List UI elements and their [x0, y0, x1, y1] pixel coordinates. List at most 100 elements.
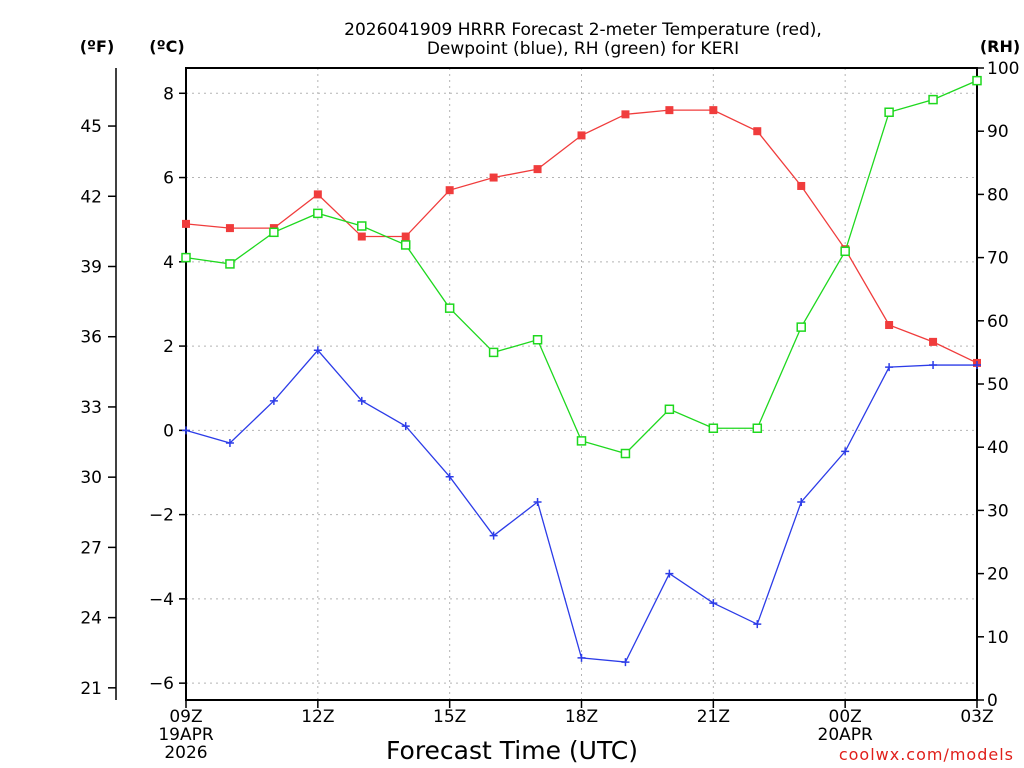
temperature-point [577, 131, 586, 140]
temperature-point [665, 106, 674, 115]
fahrenheit-tick-label: 45 [80, 117, 102, 137]
rh-point [357, 221, 367, 231]
dewpoint-point [401, 422, 410, 431]
time-tick-label: 15Z [433, 707, 466, 727]
time-tick-label: 21Z [697, 707, 730, 727]
temperature-point [709, 106, 718, 115]
dewpoint-point [973, 361, 981, 370]
rh-point [664, 404, 675, 415]
time-tick-label: 18Z [565, 707, 598, 727]
chart-title-line2: Dewpoint (blue), RH (green) for KERI [427, 39, 739, 59]
dewpoint-point [445, 472, 454, 481]
dewpoint-point [489, 531, 498, 540]
temperature-point [401, 232, 410, 241]
rh-point [532, 335, 543, 345]
x-axis-title: Forecast Time (UTC) [386, 736, 638, 765]
temperature-point [533, 165, 542, 174]
rh-point [181, 252, 191, 263]
unit-label-rh: (RH) [980, 37, 1020, 56]
temperature-point [929, 337, 938, 346]
rh-point [400, 240, 411, 250]
time-tick-label: 2026 [164, 743, 207, 763]
time-tick-label: 20APR [818, 725, 874, 745]
rh-point [313, 208, 323, 219]
rh-tick-label: 0 [987, 691, 998, 711]
rh-tick-label: 90 [987, 122, 1009, 142]
dewpoint-point [182, 426, 190, 435]
temperature-point [182, 219, 190, 228]
rh-tick-label: 100 [987, 59, 1019, 79]
temperature-point [489, 173, 498, 182]
rh-point [225, 259, 235, 269]
dewpoint-point [929, 361, 938, 370]
time-tick-label: 09Z [169, 707, 202, 727]
rh-tick-label: 10 [987, 628, 1009, 648]
rh-point [884, 107, 894, 117]
celsius-tick-label: −6 [149, 674, 174, 694]
rh-point [972, 75, 982, 86]
rh-point [444, 303, 455, 313]
unit-label-celsius: (ºC) [149, 37, 184, 56]
rh-tick-label: 50 [987, 375, 1009, 395]
temperature-point [357, 232, 366, 241]
rh-point [269, 227, 279, 238]
dewpoint-point [841, 447, 850, 456]
chart-title-line1: 2026041909 HRRR Forecast 2-meter Tempera… [344, 20, 822, 40]
rh-tick-label: 70 [987, 249, 1009, 269]
rh-point [840, 246, 850, 257]
temperature-point [225, 224, 234, 233]
series-layer [181, 75, 982, 667]
plot-frame [185, 67, 978, 701]
dewpoint-point [577, 653, 586, 662]
rh-tick-label: 80 [987, 185, 1009, 205]
rh-point [620, 448, 631, 459]
time-tick-label: 19APR [158, 725, 214, 745]
dewpoint-point [533, 497, 542, 506]
celsius-tick-label: 8 [163, 84, 174, 104]
temperature-point [753, 127, 762, 136]
rh-point [708, 423, 719, 433]
celsius-tick-label: −2 [149, 506, 174, 526]
temperature-point [885, 321, 894, 330]
rh-point [928, 94, 938, 105]
dewpoint-point [621, 658, 630, 667]
time-tick-label: 00Z [829, 707, 862, 727]
celsius-tick-label: 2 [163, 337, 174, 357]
temperature-point [445, 186, 454, 195]
credit-text: coolwx.com/models [839, 745, 1014, 764]
rh-tick-label: 20 [987, 565, 1009, 585]
dewpoint-point [269, 396, 278, 405]
celsius-tick-label: −4 [149, 590, 174, 610]
rh-point [576, 436, 587, 446]
rh-point [752, 423, 763, 433]
celsius-tick-label: 0 [163, 421, 174, 441]
tick-labels: 45423936333027242186420−2−4−610090807060… [80, 59, 1019, 763]
fahrenheit-tick-label: 27 [80, 538, 102, 558]
fahrenheit-tick-label: 36 [80, 328, 102, 348]
fahrenheit-tick-label: 39 [80, 257, 102, 277]
rh-point [796, 322, 806, 332]
rh-tick-label: 60 [987, 312, 1009, 332]
grid [186, 68, 977, 700]
dewpoint-point [313, 346, 322, 355]
fahrenheit-tick-label: 21 [80, 679, 102, 699]
rh-tick-label: 30 [987, 501, 1009, 521]
temperature-point [797, 181, 806, 190]
fahrenheit-tick-label: 42 [80, 187, 102, 207]
dewpoint-point [797, 497, 806, 506]
temperature-point [313, 190, 322, 199]
rh-point [488, 347, 499, 358]
time-tick-label: 03Z [960, 707, 993, 727]
celsius-tick-label: 6 [163, 169, 174, 189]
dewpoint-point [357, 396, 366, 405]
celsius-tick-label: 4 [163, 253, 174, 273]
dewpoint-point [753, 620, 762, 629]
fahrenheit-tick-label: 24 [80, 609, 102, 629]
time-tick-label: 12Z [301, 707, 334, 727]
dewpoint-point [709, 599, 718, 608]
rh-tick-label: 40 [987, 438, 1009, 458]
temperature-point [621, 110, 630, 119]
unit-label-fahrenheit: (ºF) [80, 37, 115, 56]
fahrenheit-tick-label: 33 [80, 398, 102, 418]
